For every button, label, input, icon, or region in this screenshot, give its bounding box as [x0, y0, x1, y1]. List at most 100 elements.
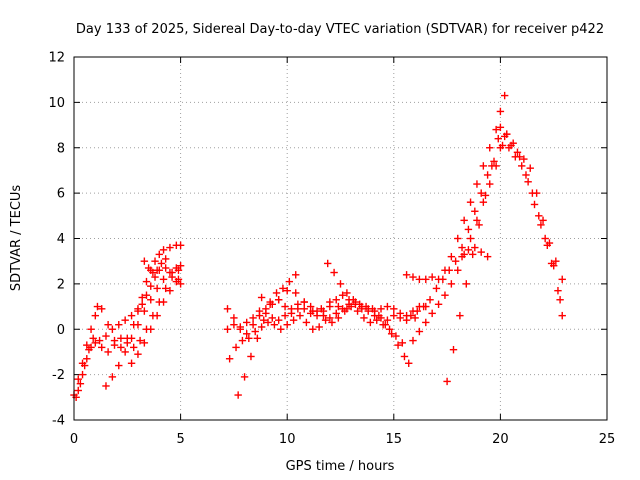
- data-point: [454, 266, 462, 274]
- data-point: [366, 318, 375, 327]
- data-point: [104, 321, 112, 329]
- data-point: [104, 348, 112, 356]
- data-point: [95, 336, 104, 345]
- data-point: [151, 273, 159, 281]
- data-point: [328, 318, 336, 327]
- data-point: [330, 268, 338, 277]
- data-point: [123, 339, 132, 347]
- data-point: [285, 277, 294, 286]
- data-point: [260, 316, 268, 324]
- data-point: [520, 155, 528, 163]
- data-point: [383, 302, 392, 311]
- data-point: [83, 341, 91, 349]
- data-point: [159, 298, 168, 306]
- data-point: [134, 321, 142, 329]
- data-point: [115, 361, 123, 370]
- data-point: [287, 305, 296, 313]
- data-point: [552, 257, 560, 265]
- data-point: [479, 162, 488, 170]
- data-point: [456, 311, 464, 320]
- data-point: [558, 311, 566, 320]
- data-point: [166, 286, 174, 295]
- axis-ticks: 0 5 10 15 20 25 -4 -2 0 2 4 6 8 10 12: [48, 51, 615, 448]
- data-point: [138, 300, 146, 308]
- data-point: [151, 257, 159, 265]
- data-point: [274, 316, 283, 324]
- data-point: [172, 277, 181, 286]
- data-point: [358, 305, 366, 313]
- y-tick-label: 12: [48, 51, 65, 66]
- data-point: [161, 264, 170, 272]
- data-point: [535, 212, 543, 220]
- data-point: [127, 359, 136, 367]
- data-point: [144, 264, 153, 272]
- data-point: [108, 373, 117, 381]
- data-point: [332, 296, 340, 304]
- data-point: [281, 311, 289, 320]
- data-point: [353, 307, 362, 315]
- data-point: [518, 162, 526, 170]
- data-point: [496, 107, 505, 116]
- data-point: [483, 252, 492, 261]
- data-point: [336, 280, 345, 288]
- y-tick-label: -4: [52, 414, 65, 429]
- data-point: [479, 198, 488, 206]
- data-point: [140, 307, 149, 315]
- data-point: [449, 345, 458, 354]
- data-point: [405, 359, 413, 367]
- data-point: [396, 314, 404, 322]
- data-point: [475, 221, 483, 229]
- data-point: [129, 343, 138, 352]
- data-point: [153, 284, 161, 293]
- data-point: [419, 302, 428, 311]
- data-point: [347, 302, 355, 311]
- data-point: [488, 162, 496, 170]
- data-point: [155, 250, 163, 259]
- data-point: [117, 343, 125, 352]
- data-point: [91, 339, 100, 347]
- y-tick-label: 0: [57, 323, 65, 338]
- data-point: [443, 377, 451, 386]
- data-point: [500, 91, 509, 100]
- data-point: [451, 257, 460, 265]
- data-point: [257, 293, 266, 302]
- y-tick-label: 8: [57, 141, 65, 156]
- data-point: [292, 289, 300, 297]
- data-point: [277, 325, 285, 333]
- data-point: [176, 280, 185, 288]
- data-point: [481, 191, 490, 200]
- data-point: [230, 314, 238, 322]
- data-point: [402, 271, 411, 279]
- data-point: [338, 291, 347, 299]
- data-point: [117, 334, 125, 343]
- data-point: [78, 370, 87, 379]
- data-point: [98, 343, 106, 352]
- data-point: [289, 316, 298, 324]
- data-point: [230, 321, 238, 329]
- data-point: [309, 307, 317, 315]
- data-point: [153, 266, 161, 274]
- data-point: [394, 341, 402, 349]
- data-point: [98, 305, 106, 313]
- data-point: [147, 296, 155, 304]
- data-point: [326, 298, 334, 306]
- data-point: [247, 352, 255, 361]
- data-point: [381, 321, 389, 329]
- data-point: [136, 336, 144, 345]
- data-point: [283, 321, 291, 329]
- data-point: [464, 225, 473, 234]
- data-point: [236, 323, 244, 331]
- data-point: [324, 259, 332, 268]
- data-point: [161, 255, 170, 263]
- data-point: [249, 321, 257, 329]
- data-point: [74, 386, 82, 395]
- data-point: [225, 355, 234, 363]
- data-point: [321, 316, 330, 324]
- data-point: [458, 243, 466, 252]
- data-point: [300, 305, 308, 313]
- data-point: [415, 275, 424, 284]
- data-point: [375, 311, 383, 320]
- data-point: [454, 234, 462, 243]
- y-tick-label: 2: [57, 277, 65, 292]
- data-point: [270, 321, 279, 329]
